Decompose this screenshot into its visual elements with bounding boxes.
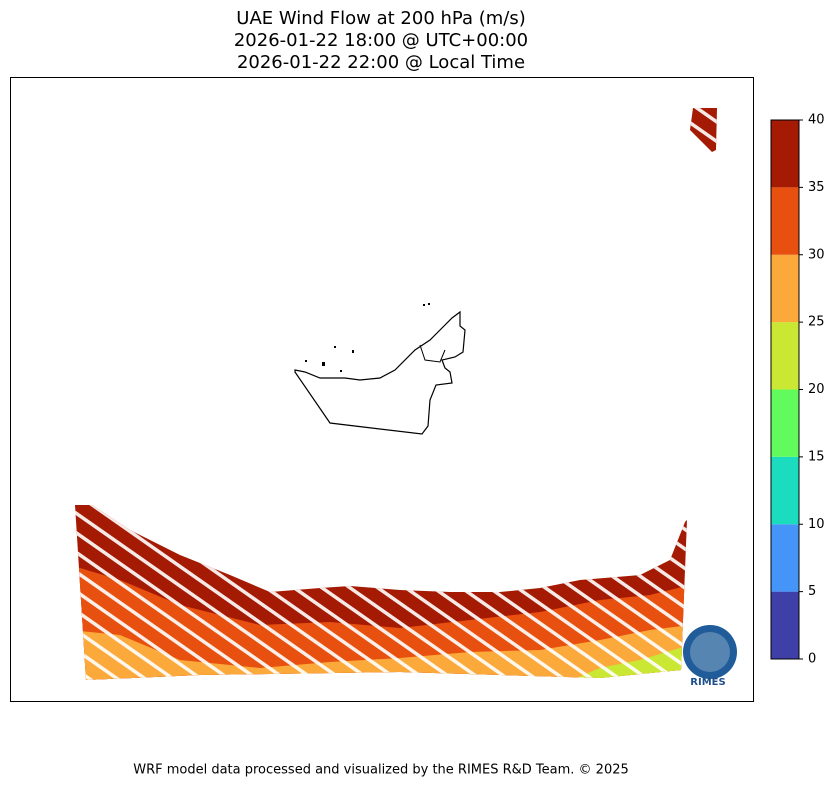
colorbar-segment — [771, 524, 799, 592]
colorbar-segment — [771, 187, 799, 255]
title-line: 2026-01-22 18:00 @ UTC+00:00 — [234, 30, 528, 51]
colorbar: 0 5 10 15 20 25 30 35 40 — [770, 113, 825, 667]
colorbar-tick-label: 0 — [808, 652, 816, 667]
colorbar-tick-label: 40 — [808, 113, 825, 128]
colorbar-tick-label: 10 — [808, 517, 825, 532]
colorbar-tick-label: 30 — [808, 247, 825, 262]
colorbar-segment — [771, 591, 799, 659]
colorbar-tick-label: 5 — [808, 584, 816, 599]
colorbar-segment — [771, 120, 799, 188]
colorbar-segment — [771, 254, 799, 323]
colorbar-segment — [771, 456, 799, 525]
logo: RIMES — [683, 625, 737, 688]
map-frame — [10, 77, 754, 702]
footer: WRF model data processed and visualized … — [133, 763, 629, 778]
colorbar-segment — [771, 322, 799, 390]
colorbar-tick-label: 15 — [808, 449, 825, 464]
wind-field — [75, 505, 687, 680]
logo-text: RIMES — [690, 677, 725, 688]
wind-patch-streaks — [690, 108, 717, 152]
uae-outline — [294, 310, 466, 435]
border — [419, 344, 446, 363]
colorbar-tick-label: 25 — [808, 315, 825, 330]
islands — [305, 303, 430, 372]
colorbar-tick-label: 35 — [808, 180, 825, 195]
colorbar-tick-label: 20 — [808, 382, 825, 397]
colorbar-segment — [771, 389, 799, 457]
title-line: 2026-01-22 22:00 @ Local Time — [237, 52, 525, 73]
title-line: UAE Wind Flow at 200 hPa (m/s) — [236, 8, 525, 29]
